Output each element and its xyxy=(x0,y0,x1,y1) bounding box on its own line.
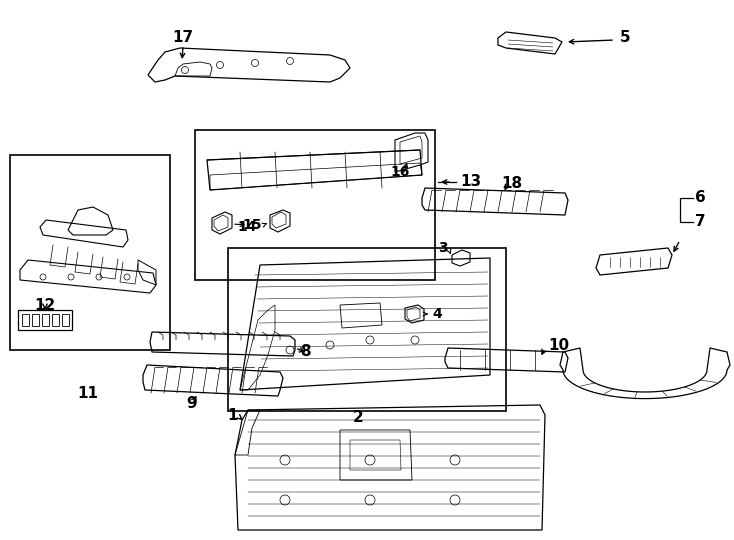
Bar xyxy=(10,155,170,350)
Text: 5: 5 xyxy=(620,30,631,45)
Text: 14: 14 xyxy=(237,220,256,234)
Text: 12: 12 xyxy=(34,298,56,313)
Bar xyxy=(52,314,59,326)
Text: 6: 6 xyxy=(694,191,705,206)
Text: 18: 18 xyxy=(501,176,523,191)
Text: 1: 1 xyxy=(228,408,238,422)
Text: 7: 7 xyxy=(694,214,705,230)
Bar xyxy=(42,314,49,326)
Text: 2: 2 xyxy=(352,410,363,426)
Bar xyxy=(195,130,435,280)
Text: 11: 11 xyxy=(78,386,98,401)
Text: 4: 4 xyxy=(432,307,442,321)
Text: 10: 10 xyxy=(548,338,569,353)
Text: 9: 9 xyxy=(186,395,197,410)
Bar xyxy=(228,248,506,411)
Bar xyxy=(62,314,69,326)
Text: 8: 8 xyxy=(300,345,310,360)
Text: 13: 13 xyxy=(460,174,481,190)
Text: 15: 15 xyxy=(242,218,262,232)
Text: 17: 17 xyxy=(172,30,194,45)
Bar xyxy=(32,314,39,326)
Text: 3: 3 xyxy=(438,241,448,255)
Text: 16: 16 xyxy=(390,165,410,179)
Bar xyxy=(22,314,29,326)
